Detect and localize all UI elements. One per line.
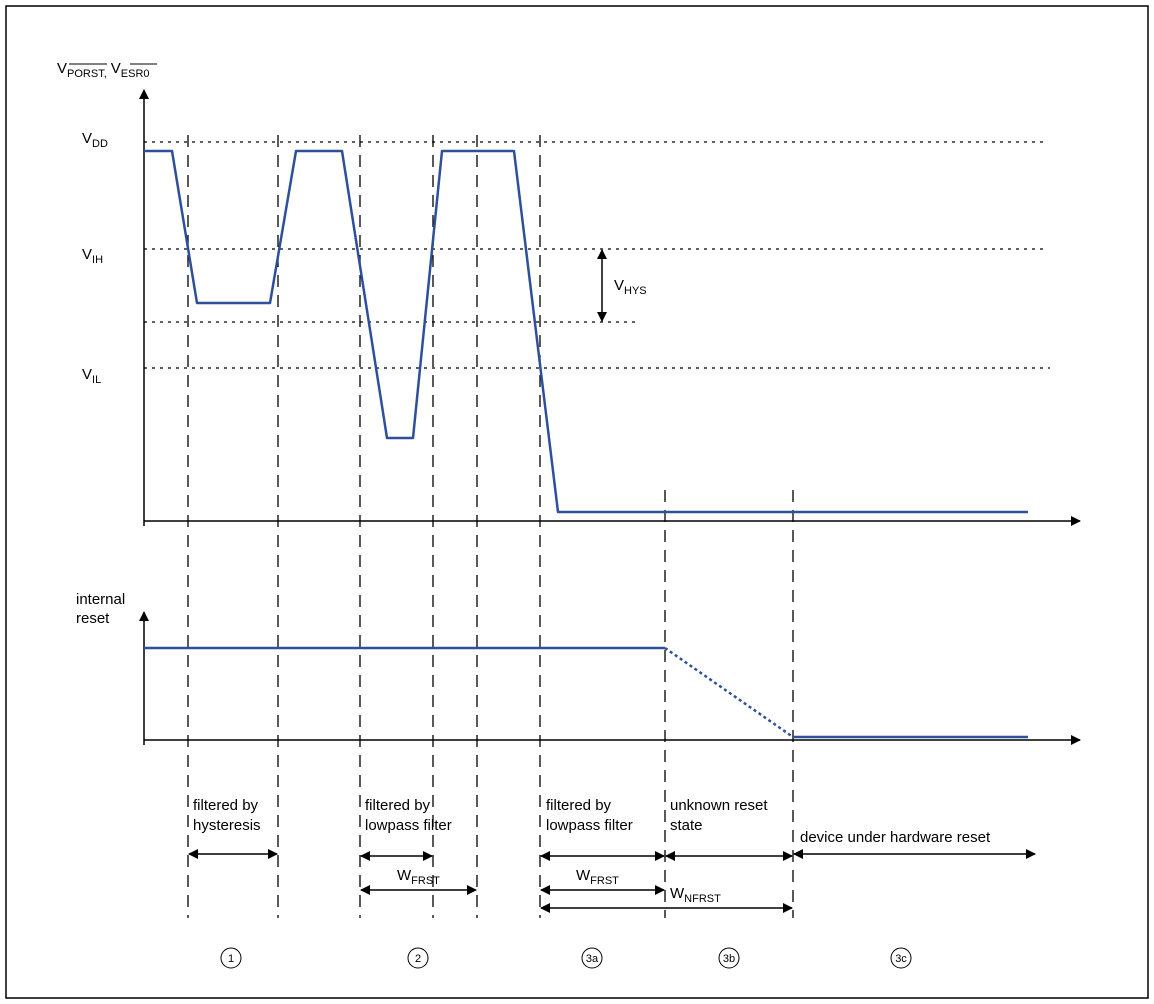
diagram-frame [5,5,1149,999]
vdd-label: VDD [82,130,108,150]
vih-label: VIH [82,246,103,266]
region-3c-number: 3c [890,947,912,969]
region-3b-text-line1: unknown reset [670,797,768,814]
region-3a-text-line2: lowpass filter [546,817,633,834]
signal-axis-title: VPORST, VESR0 [57,60,150,80]
svg-text:3b: 3b [723,953,735,965]
region-2-number: 2 [407,947,429,969]
region-markers [187,135,794,918]
internal-reset-label-line1: internal [76,591,125,608]
region-3c-text: device under hardware reset [800,829,991,846]
svg-text:1: 1 [228,953,234,965]
svg-text:3a: 3a [586,953,599,965]
region-3a-text-line1: filtered by [546,797,612,814]
region-3a-number: 3a [581,947,603,969]
vil-label: VIL [82,366,101,386]
region-3b-number: 3b [718,947,740,969]
vhys-label: VHYS [614,277,647,297]
level-lines [144,141,1050,369]
reset-unknown-trace [664,646,794,739]
region-2-text-line2: lowpass filter [365,817,452,834]
region-3b-text-line2: state [670,817,703,834]
region-1-text-line1: filtered by [193,797,259,814]
region-2-width-label: WFRST [397,867,440,887]
signal-waveform [144,149,1028,514]
region-3a-width-label: WFRST [576,867,619,887]
internal-reset-label-line2: reset [76,610,110,627]
region-1-number: 1 [220,947,242,969]
svg-text:2: 2 [415,953,421,965]
svg-text:3c: 3c [895,953,907,965]
region-3b-width-label: WNFRST [670,885,721,905]
region-1-text-line2: hysteresis [193,817,261,834]
region-2-text-line1: filtered by [365,797,431,814]
